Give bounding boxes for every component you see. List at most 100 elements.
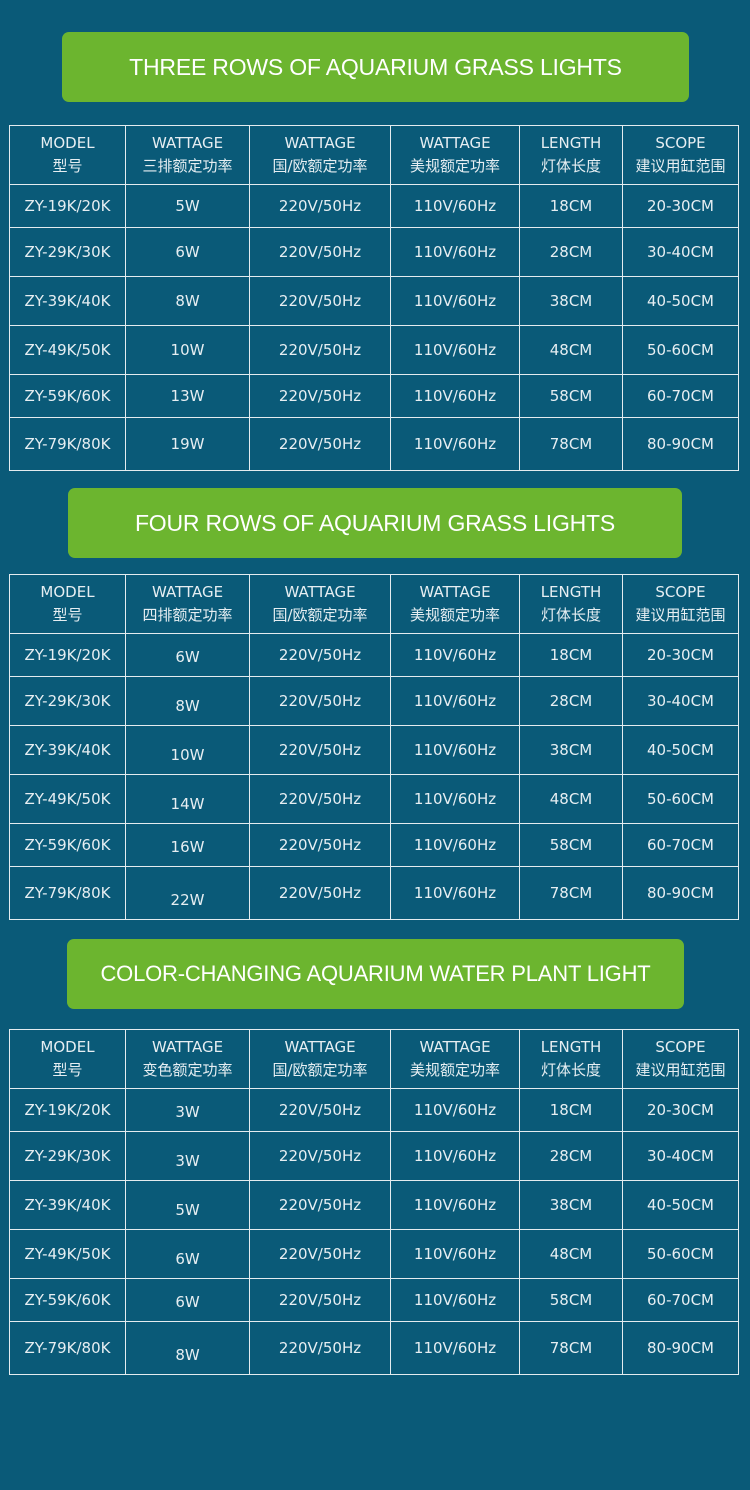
cell-length: 78CM — [519, 1321, 623, 1375]
cell-length: 38CM — [519, 725, 623, 775]
cell-eu-voltage: 220V/50Hz — [249, 1321, 391, 1375]
cell-wattage: 5W — [125, 184, 250, 228]
cell-eu-voltage: 220V/50Hz — [249, 1229, 391, 1279]
cell-length: 38CM — [519, 1180, 623, 1230]
cell-model: ZY-59K/60K — [9, 1278, 126, 1322]
table-header-row: MODEL 型号 WATTAGE 变色额定功率 WATTAGE 国/欧额定功率 WAT… — [9, 1029, 739, 1089]
cell-wattage: 16W — [125, 823, 250, 867]
cell-us-voltage: 110V/60Hz — [390, 725, 520, 775]
header-length: LENGTH 灯体长度 — [519, 1029, 623, 1089]
header-eu-voltage: WATTAGE 国/欧额定功率 — [249, 125, 391, 185]
cell-model: ZY-29K/30K — [9, 676, 126, 726]
cell-model: ZY-29K/30K — [9, 1131, 126, 1181]
cell-eu-voltage: 220V/50Hz — [249, 417, 391, 471]
spec-table: MODEL 型号 WATTAGE 三排额定功率 WATTAGE 国/欧额定功率 WAT… — [9, 125, 739, 471]
header-scope: SCOPE 建议用缸范围 — [622, 125, 739, 185]
cell-wattage: 22W — [125, 866, 250, 920]
cell-us-voltage: 110V/60Hz — [390, 227, 520, 277]
cell-scope: 80-90CM — [622, 1321, 739, 1375]
cell-wattage: 8W — [125, 1321, 250, 1375]
header-wattage: WATTAGE 四排额定功率 — [125, 574, 250, 634]
cell-scope: 40-50CM — [622, 276, 739, 326]
cell-length: 58CM — [519, 374, 623, 418]
cell-wattage: 6W — [125, 227, 250, 277]
cell-wattage: 13W — [125, 374, 250, 418]
table-row: ZY-59K/60K 13W 220V/50Hz 110V/60Hz 58CM … — [9, 374, 739, 418]
cell-length: 18CM — [519, 1088, 623, 1132]
header-model: MODEL 型号 — [9, 125, 126, 185]
cell-wattage: 3W — [125, 1088, 250, 1132]
table-row: ZY-79K/80K 8W 220V/50Hz 110V/60Hz 78CM 8… — [9, 1321, 739, 1375]
cell-wattage: 10W — [125, 725, 250, 775]
cell-eu-voltage: 220V/50Hz — [249, 866, 391, 920]
cell-model: ZY-19K/20K — [9, 1088, 126, 1132]
cell-eu-voltage: 220V/50Hz — [249, 633, 391, 677]
section-title-banner: FOUR ROWS OF AQUARIUM GRASS LIGHTS — [68, 488, 682, 558]
cell-wattage: 8W — [125, 676, 250, 726]
cell-model: ZY-49K/50K — [9, 325, 126, 375]
cell-model: ZY-39K/40K — [9, 725, 126, 775]
header-us-voltage: WATTAGE 美规额定功率 — [390, 125, 520, 185]
cell-us-voltage: 110V/60Hz — [390, 1321, 520, 1375]
spec-table: MODEL 型号 WATTAGE 变色额定功率 WATTAGE 国/欧额定功率 WAT… — [9, 1029, 739, 1375]
cell-us-voltage: 110V/60Hz — [390, 374, 520, 418]
table-row: ZY-29K/30K 6W 220V/50Hz 110V/60Hz 28CM 3… — [9, 227, 739, 277]
cell-us-voltage: 110V/60Hz — [390, 1131, 520, 1181]
cell-scope: 30-40CM — [622, 1131, 739, 1181]
cell-us-voltage: 110V/60Hz — [390, 823, 520, 867]
cell-scope: 80-90CM — [622, 417, 739, 471]
spec-table: MODEL 型号 WATTAGE 四排额定功率 WATTAGE 国/欧额定功率 WAT… — [9, 574, 739, 920]
table-row: ZY-19K/20K 6W 220V/50Hz 110V/60Hz 18CM 2… — [9, 633, 739, 677]
cell-model: ZY-39K/40K — [9, 1180, 126, 1230]
cell-us-voltage: 110V/60Hz — [390, 633, 520, 677]
cell-scope: 50-60CM — [622, 1229, 739, 1279]
cell-eu-voltage: 220V/50Hz — [249, 676, 391, 726]
cell-us-voltage: 110V/60Hz — [390, 276, 520, 326]
cell-length: 58CM — [519, 823, 623, 867]
header-us-voltage: WATTAGE 美规额定功率 — [390, 574, 520, 634]
table-row: ZY-29K/30K 8W 220V/50Hz 110V/60Hz 28CM 3… — [9, 676, 739, 726]
header-wattage: WATTAGE 三排额定功率 — [125, 125, 250, 185]
cell-length: 58CM — [519, 1278, 623, 1322]
cell-eu-voltage: 220V/50Hz — [249, 184, 391, 228]
header-length: LENGTH 灯体长度 — [519, 574, 623, 634]
cell-eu-voltage: 220V/50Hz — [249, 374, 391, 418]
cell-eu-voltage: 220V/50Hz — [249, 1180, 391, 1230]
cell-eu-voltage: 220V/50Hz — [249, 823, 391, 867]
header-wattage: WATTAGE 变色额定功率 — [125, 1029, 250, 1089]
cell-model: ZY-29K/30K — [9, 227, 126, 277]
table-header-row: MODEL 型号 WATTAGE 三排额定功率 WATTAGE 国/欧额定功率 WAT… — [9, 125, 739, 185]
cell-length: 78CM — [519, 417, 623, 471]
cell-scope: 20-30CM — [622, 1088, 739, 1132]
cell-model: ZY-59K/60K — [9, 823, 126, 867]
cell-length: 38CM — [519, 276, 623, 326]
cell-scope: 20-30CM — [622, 633, 739, 677]
section-title: THREE ROWS OF AQUARIUM GRASS LIGHTS — [129, 53, 622, 80]
cell-wattage: 5W — [125, 1180, 250, 1230]
cell-length: 18CM — [519, 184, 623, 228]
cell-us-voltage: 110V/60Hz — [390, 866, 520, 920]
cell-scope: 60-70CM — [622, 374, 739, 418]
cell-length: 18CM — [519, 633, 623, 677]
cell-us-voltage: 110V/60Hz — [390, 325, 520, 375]
cell-eu-voltage: 220V/50Hz — [249, 1088, 391, 1132]
table-row: ZY-79K/80K 19W 220V/50Hz 110V/60Hz 78CM … — [9, 417, 739, 471]
cell-us-voltage: 110V/60Hz — [390, 1229, 520, 1279]
cell-wattage: 14W — [125, 774, 250, 824]
cell-length: 48CM — [519, 325, 623, 375]
cell-wattage: 19W — [125, 417, 250, 471]
table-row: ZY-19K/20K 3W 220V/50Hz 110V/60Hz 18CM 2… — [9, 1088, 739, 1132]
cell-scope: 80-90CM — [622, 866, 739, 920]
cell-eu-voltage: 220V/50Hz — [249, 325, 391, 375]
cell-wattage: 8W — [125, 276, 250, 326]
table-row: ZY-49K/50K 14W 220V/50Hz 110V/60Hz 48CM … — [9, 774, 739, 824]
cell-us-voltage: 110V/60Hz — [390, 417, 520, 471]
header-scope: SCOPE 建议用缸范围 — [622, 1029, 739, 1089]
cell-model: ZY-59K/60K — [9, 374, 126, 418]
cell-wattage: 6W — [125, 1278, 250, 1322]
cell-scope: 60-70CM — [622, 1278, 739, 1322]
cell-model: ZY-79K/80K — [9, 1321, 126, 1375]
cell-us-voltage: 110V/60Hz — [390, 184, 520, 228]
section-title-banner: COLOR-CHANGING AQUARIUM WATER PLANT LIGH… — [67, 939, 684, 1009]
cell-length: 48CM — [519, 1229, 623, 1279]
